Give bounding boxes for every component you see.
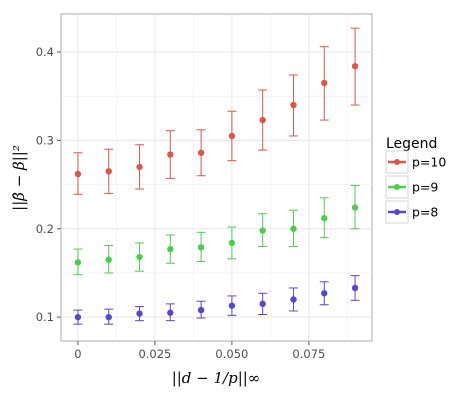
data-point <box>351 204 359 211</box>
legend: Legend p=10 p=9 p=8 <box>385 136 446 224</box>
data-point <box>228 302 236 309</box>
data-point <box>259 116 266 124</box>
data-point <box>74 313 82 321</box>
data-point <box>290 296 297 303</box>
legend-key-point <box>394 159 400 165</box>
data-point <box>136 310 143 317</box>
plot-panel <box>60 13 373 342</box>
major-gridlines <box>61 14 372 341</box>
x-axis-ticks: 0 0.025 0.050 0.075 <box>74 341 325 361</box>
data-point <box>259 227 266 234</box>
data-point <box>321 290 328 297</box>
data-point <box>167 309 174 316</box>
data-point <box>321 79 328 87</box>
x-tick-label: 0.050 <box>215 347 248 361</box>
legend-items: p=10 p=9 p=8 <box>385 150 446 224</box>
data-point <box>228 132 236 140</box>
series-p=8 <box>73 275 360 325</box>
legend-label: p=8 <box>412 205 438 220</box>
x-tick-label: 0 <box>74 347 81 361</box>
data-point <box>321 214 328 222</box>
data-point <box>105 313 112 321</box>
legend-label: p=10 <box>412 155 446 170</box>
y-axis-title: ||β̂ − β||² <box>10 145 28 211</box>
legend-key-point <box>394 209 400 215</box>
x-tick-label: 0.075 <box>292 347 325 361</box>
data-point <box>136 163 143 171</box>
data-point <box>351 284 359 292</box>
legend-key-point <box>394 184 400 190</box>
data-point <box>167 245 174 253</box>
x-tick-label: 0.025 <box>138 347 171 361</box>
data-point <box>290 225 297 232</box>
series-p=10 <box>73 27 360 195</box>
data-point <box>167 151 174 158</box>
y-axis-ticks: 0.1 0.2 0.3 0.4 <box>36 45 61 324</box>
y-tick-label: 0.4 <box>36 45 54 59</box>
legend-label: p=9 <box>412 180 438 195</box>
y-tick-label: 0.1 <box>36 310 54 324</box>
data-point <box>290 101 297 109</box>
data-point <box>74 170 82 178</box>
data-point <box>351 62 359 70</box>
legend-title: Legend <box>386 136 437 152</box>
series-p=9 <box>73 184 360 276</box>
x-axis-title: ||d − 1/p||∞ <box>172 369 261 387</box>
data-point <box>105 168 112 175</box>
y-tick-label: 0.3 <box>36 133 54 147</box>
y-tick-label: 0.2 <box>36 222 54 236</box>
data-point <box>197 306 205 314</box>
data-point <box>74 259 82 266</box>
data-point <box>197 244 205 251</box>
data-point <box>228 239 236 247</box>
series-layer <box>73 27 360 325</box>
data-point <box>197 149 205 156</box>
data-point <box>136 253 143 261</box>
data-point <box>105 256 112 263</box>
data-point <box>259 300 266 308</box>
